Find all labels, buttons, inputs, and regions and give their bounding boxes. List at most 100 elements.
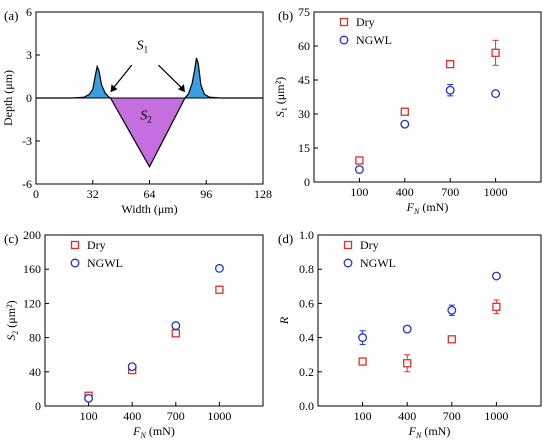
legend-label-ngwl: NGWL: [360, 256, 396, 270]
y-tick-label: 0.6: [299, 296, 314, 310]
x-tick-label: 64: [144, 187, 156, 201]
panel-label: (c): [4, 231, 18, 246]
data-point-circle: [358, 333, 368, 343]
arrowhead-left: [110, 84, 118, 93]
x-axis-label: FN (mN): [406, 200, 449, 216]
y-axis-label: R: [277, 316, 291, 325]
y-tick-label: 15: [298, 141, 310, 155]
x-axis-label: FN (mN): [132, 424, 175, 440]
data-point-square: [492, 302, 501, 311]
data-point-square: [491, 48, 500, 57]
x-tick-label: 700: [167, 409, 185, 423]
series-ngwl: [358, 271, 501, 345]
panel-a: (a) 0 32 64 96 128 6 3 0 -3 -6 Width (μm) Depth (μm)…: [1, 5, 272, 216]
arrow-right: [157, 64, 184, 90]
legend-marker-dry: [339, 17, 349, 27]
profile-line: [36, 57, 263, 169]
data-point-circle: [400, 119, 410, 129]
data-point-circle: [127, 362, 137, 372]
x-tick-label: 100: [354, 409, 372, 423]
legend-label-ngwl: NGWL: [356, 33, 392, 47]
series-dry: [358, 299, 501, 373]
data-point-circle: [171, 321, 181, 331]
x-axis-label: FN (mN): [408, 424, 451, 440]
legend-marker-dry: [343, 240, 353, 250]
x-tick-label: 400: [123, 409, 141, 423]
y-tick-label: 0.4: [299, 331, 314, 345]
y-axis-label: S1 (μm²): [273, 77, 289, 117]
legend-label-ngwl: NGWL: [87, 256, 123, 270]
panel-label: (a): [4, 8, 18, 23]
data-point-circle: [491, 89, 501, 99]
y-axis-label: S2 (μm²): [4, 300, 20, 340]
x-tick-label: 400: [396, 185, 414, 199]
x-tick-label: 1000: [484, 409, 508, 423]
x-tick-label: 100: [80, 409, 98, 423]
data-point-square: [400, 107, 409, 116]
x-tick-label: 1000: [484, 185, 508, 199]
series-dry: [355, 39, 500, 165]
data-point-square: [171, 329, 180, 338]
s2-groove-area: [110, 98, 185, 167]
y-tick-label: 200: [23, 228, 41, 242]
x-tick-label: 128: [254, 187, 272, 201]
arrowhead-right: [177, 84, 185, 93]
data-point-square: [403, 359, 412, 368]
y-tick-label: 0: [304, 175, 310, 189]
y-tick-label: 60: [298, 39, 310, 53]
y-tick-label: 160: [23, 262, 41, 276]
x-axis-label: Width (μm): [121, 202, 177, 216]
panel-label: (b): [278, 8, 293, 23]
y-tick-label: 0.8: [299, 262, 314, 276]
data-point-circle: [491, 271, 501, 281]
x-tick-label: 32: [87, 187, 99, 201]
y-tick-label: 0: [26, 91, 32, 105]
x-tick-label: 0: [33, 187, 39, 201]
data-point-circle: [84, 393, 94, 403]
s1-annotation: S1: [137, 38, 149, 54]
y-tick-label: -3: [22, 134, 32, 148]
legend-marker-dry: [70, 240, 80, 250]
y-tick-label: 0.2: [299, 365, 314, 379]
plot-frame: [317, 234, 542, 407]
legend-marker-ngwl: [343, 258, 353, 268]
series-ngwl: [84, 263, 224, 403]
panel-d: (d) 100 400 700 1000 0.0 0.2 0.4 0.6 0.8 1.0 FN (mN…: [277, 228, 542, 440]
data-point-square: [358, 357, 367, 366]
arrow-left: [111, 64, 133, 90]
y-axis-label: Depth (μm): [1, 70, 15, 126]
series-ngwl: [354, 84, 501, 174]
data-point-circle: [402, 324, 412, 334]
legend-label-dry: Dry: [356, 15, 375, 29]
data-point-circle: [447, 305, 457, 315]
legend-label-dry: Dry: [87, 238, 106, 252]
y-tick-label: 0: [35, 399, 41, 413]
data-point-square: [215, 285, 224, 294]
x-tick-label: 700: [443, 409, 461, 423]
y-tick-label: 40: [29, 365, 41, 379]
x-tick-label: 700: [441, 185, 459, 199]
panel-c: (c) 100 400 700 1000 0 40 80 120 160 200 FN (mN) S2 …: [4, 228, 264, 440]
legend-marker-ngwl: [339, 35, 349, 45]
panel-b: (b) 100 400 700 1000 0 15 30 45 60 75 FN (mN) S1 (μm…: [273, 5, 542, 216]
x-tick-label: 400: [398, 409, 416, 423]
x-tick-label: 96: [200, 187, 212, 201]
y-tick-label: 45: [298, 73, 310, 87]
data-point-square: [355, 156, 364, 165]
data-point-circle: [354, 165, 364, 174]
data-point-circle: [214, 263, 224, 273]
legend-marker-ngwl: [70, 258, 80, 268]
plot-frame: [313, 11, 542, 183]
y-tick-label: 80: [29, 331, 41, 345]
y-tick-label: 30: [298, 107, 310, 121]
y-tick-label: 3: [26, 48, 32, 62]
y-tick-label: 120: [23, 296, 41, 310]
x-tick-label: 100: [350, 185, 368, 199]
data-point-circle: [445, 85, 455, 95]
y-tick-label: 6: [26, 5, 32, 19]
s2-annotation: S2: [140, 109, 152, 125]
series-dry: [84, 285, 224, 400]
legend-label-dry: Dry: [360, 238, 379, 252]
y-tick-label: 1.0: [299, 228, 314, 242]
